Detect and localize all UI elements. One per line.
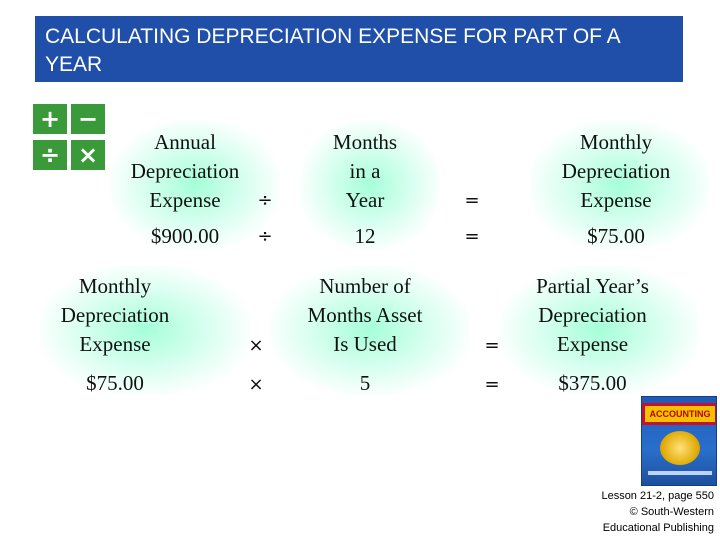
slide-title: CALCULATING DEPRECIATION EXPENSE FOR PAR… (35, 16, 683, 82)
row1-col3-line1: Monthly (579, 130, 653, 154)
row2-col3-line1: Partial Year’s (536, 274, 649, 298)
row2-col2-value: 5 (359, 371, 371, 395)
credit-line2: © South-Western (629, 506, 714, 518)
glow-highlight (530, 120, 710, 250)
row2-col2-line3: Is Used (333, 332, 397, 356)
row1-col3-line3: Expense (580, 188, 652, 212)
glow-highlight (40, 265, 250, 395)
source-credit: Lesson 21-2, page 550 © South-Western Ed… (601, 488, 714, 536)
divide-operator: ÷ (257, 226, 273, 247)
row1-col1-value: $900.00 (150, 224, 220, 248)
calculator-icon: + − ÷ × (33, 104, 109, 172)
cover-seal (660, 431, 700, 465)
row1-col2-line3: Year (345, 188, 385, 212)
row2-col1-line3: Expense (79, 332, 151, 356)
row1-col3-line2: Depreciation (561, 159, 671, 183)
row2-col1-value: $75.00 (86, 371, 144, 395)
row2-col3-line2: Depreciation (538, 303, 647, 327)
glow-highlight (270, 265, 470, 395)
multiply-operator: × (248, 335, 264, 356)
cover-title: ACCOUNTING (645, 406, 715, 422)
glow-highlight (110, 120, 280, 250)
row2-col3-value: $375.00 (558, 371, 627, 395)
credit-line1: Lesson 21-2, page 550 (601, 490, 714, 502)
glow-highlight (300, 120, 440, 250)
accounting-book-cover-image: ACCOUNTING (641, 396, 717, 486)
divide-icon: ÷ (33, 140, 67, 170)
row2-col1-line2: Depreciation (60, 303, 170, 327)
minus-icon: − (71, 104, 105, 134)
glow-highlight (500, 265, 700, 395)
row1-col1-line1: Annual (154, 130, 216, 154)
multiply-operator: × (248, 374, 264, 395)
credit-line3: Educational Publishing (602, 522, 714, 534)
equals-operator: = (464, 190, 480, 211)
cover-strip (648, 471, 712, 475)
row1-col1-line2: Depreciation (130, 159, 240, 183)
equals-operator: = (464, 226, 480, 247)
equals-operator: = (484, 335, 500, 356)
row1-col3-value: $75.00 (587, 224, 645, 248)
row1-col2-line2: in a (349, 159, 381, 183)
plus-icon: + (33, 104, 67, 134)
equals-operator: = (484, 374, 500, 395)
multiply-icon: × (71, 140, 105, 170)
row2-col1-line1: Monthly (78, 274, 152, 298)
row1-col2-line1: Months (332, 130, 398, 154)
row2-col2-line1: Number of (319, 274, 411, 298)
row1-col2-value: 12 (354, 224, 376, 248)
row1-col1-line3: Expense (149, 188, 221, 212)
row2-col2-line2: Months Asset (307, 303, 423, 327)
row2-col3-line3: Expense (556, 332, 629, 356)
divide-operator: ÷ (257, 190, 273, 211)
